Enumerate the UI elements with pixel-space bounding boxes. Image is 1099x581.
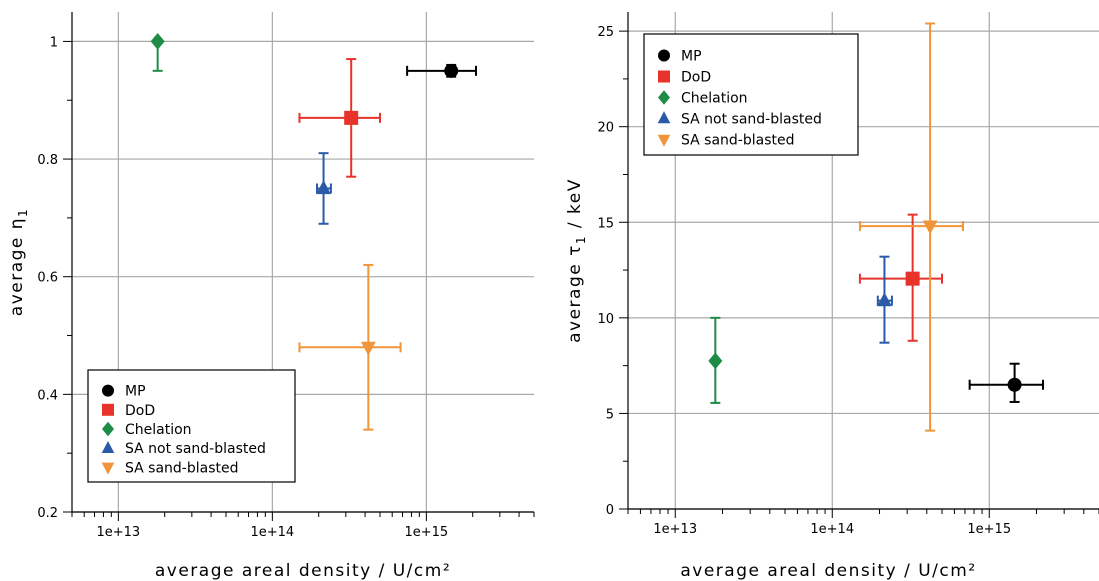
legend-entry: SA sand-blasted bbox=[681, 133, 795, 149]
data-point-sa-not-sand-blasted bbox=[876, 255, 893, 344]
y-axis-label-subscript: 1 bbox=[574, 235, 588, 244]
marker bbox=[360, 341, 376, 356]
y-tick-label: 0.8 bbox=[37, 153, 58, 168]
legend-entry: SA sand-blasted bbox=[125, 460, 239, 476]
legend-marker bbox=[102, 384, 114, 397]
x-tick-label: 1e+14 bbox=[250, 525, 294, 540]
legend-marker bbox=[658, 90, 670, 105]
legend-entry: Chelation bbox=[681, 91, 748, 107]
y-tick-label: 5 bbox=[606, 407, 614, 422]
y-axis-label-main: average η bbox=[7, 217, 27, 316]
y-axis-label-main: average τ bbox=[565, 244, 585, 343]
legend-entry: SA not sand-blasted bbox=[681, 112, 822, 128]
marker bbox=[344, 110, 359, 125]
legend-marker bbox=[102, 403, 114, 416]
legend-entry: SA not sand-blasted bbox=[125, 441, 266, 457]
y-tick-label: 20 bbox=[597, 121, 614, 136]
y-tick-label: 0 bbox=[606, 503, 614, 518]
x-tick-label: 1e+14 bbox=[810, 522, 854, 537]
data-point-chelation bbox=[150, 33, 165, 72]
x-axis-label: average areal density / U/cm² bbox=[155, 561, 451, 581]
legend-marker bbox=[658, 49, 670, 62]
legend-entry: Chelation bbox=[125, 422, 192, 438]
legend-marker bbox=[657, 111, 671, 124]
x-tick-label: 1e+15 bbox=[404, 525, 448, 540]
legend-box bbox=[643, 33, 859, 156]
legend-box bbox=[87, 369, 296, 483]
data-point-sa-sand-blasted bbox=[298, 263, 402, 431]
legend-marker bbox=[102, 421, 114, 437]
y-axis-label: average τ1 / keV bbox=[565, 178, 588, 343]
x-axis-label: average areal density / U/cm² bbox=[680, 561, 976, 581]
y-tick-label: 0.6 bbox=[37, 271, 58, 286]
marker bbox=[922, 220, 938, 235]
y-axis-label-subscript: 1 bbox=[16, 208, 30, 217]
chart-panel-1: 1e+13 1e+14 1e+15 0.2 0.4 0.6 0.8 1 average area… bbox=[7, 12, 535, 581]
y-tick-label: 1 bbox=[50, 35, 58, 50]
legend-entry: DoD bbox=[125, 403, 155, 419]
marker bbox=[316, 180, 331, 195]
marker bbox=[1007, 377, 1022, 392]
y-tick-label: 0.4 bbox=[37, 388, 58, 403]
data-point-dod bbox=[298, 58, 381, 178]
data-point-sa-sand-blasted bbox=[858, 22, 964, 432]
legend: MP DoD Chelation SA not sand-blasted SA sand… bbox=[87, 369, 296, 483]
y-tick-label: 25 bbox=[597, 25, 614, 40]
legend-entry: MP bbox=[125, 384, 146, 400]
marker bbox=[708, 352, 723, 370]
marker bbox=[150, 33, 165, 50]
marker bbox=[444, 63, 459, 78]
marker bbox=[877, 292, 892, 307]
x-tick-label: 1e+15 bbox=[967, 522, 1011, 537]
marker bbox=[905, 271, 920, 286]
legend-entry: MP bbox=[681, 49, 702, 65]
legend: MP DoD Chelation SA not sand-blasted SA sand… bbox=[643, 33, 859, 156]
x-tick-label: 1e+13 bbox=[96, 525, 140, 540]
data-point-dod bbox=[858, 213, 943, 342]
y-tick-label: 0.2 bbox=[37, 506, 58, 521]
legend-marker bbox=[658, 70, 670, 83]
legend-marker bbox=[657, 134, 671, 147]
legend-marker bbox=[101, 441, 115, 453]
y-axis-label-suffix: / keV bbox=[565, 178, 585, 235]
data-point-mp bbox=[406, 63, 477, 78]
y-tick-label: 10 bbox=[597, 312, 614, 327]
y-tick-label: 15 bbox=[597, 216, 614, 231]
data-point-sa-not-sand-blasted bbox=[316, 152, 332, 225]
data-point-mp bbox=[968, 362, 1045, 403]
x-tick-label: 1e+13 bbox=[653, 522, 697, 537]
data-point-chelation bbox=[708, 316, 723, 404]
y-axis-label: average η1 bbox=[7, 208, 30, 316]
legend-entry: DoD bbox=[681, 70, 711, 86]
legend-marker bbox=[101, 462, 115, 475]
chart-panel-2: 1e+13 1e+14 1e+15 0 5 10 15 20 25 average areal d… bbox=[565, 12, 1099, 581]
